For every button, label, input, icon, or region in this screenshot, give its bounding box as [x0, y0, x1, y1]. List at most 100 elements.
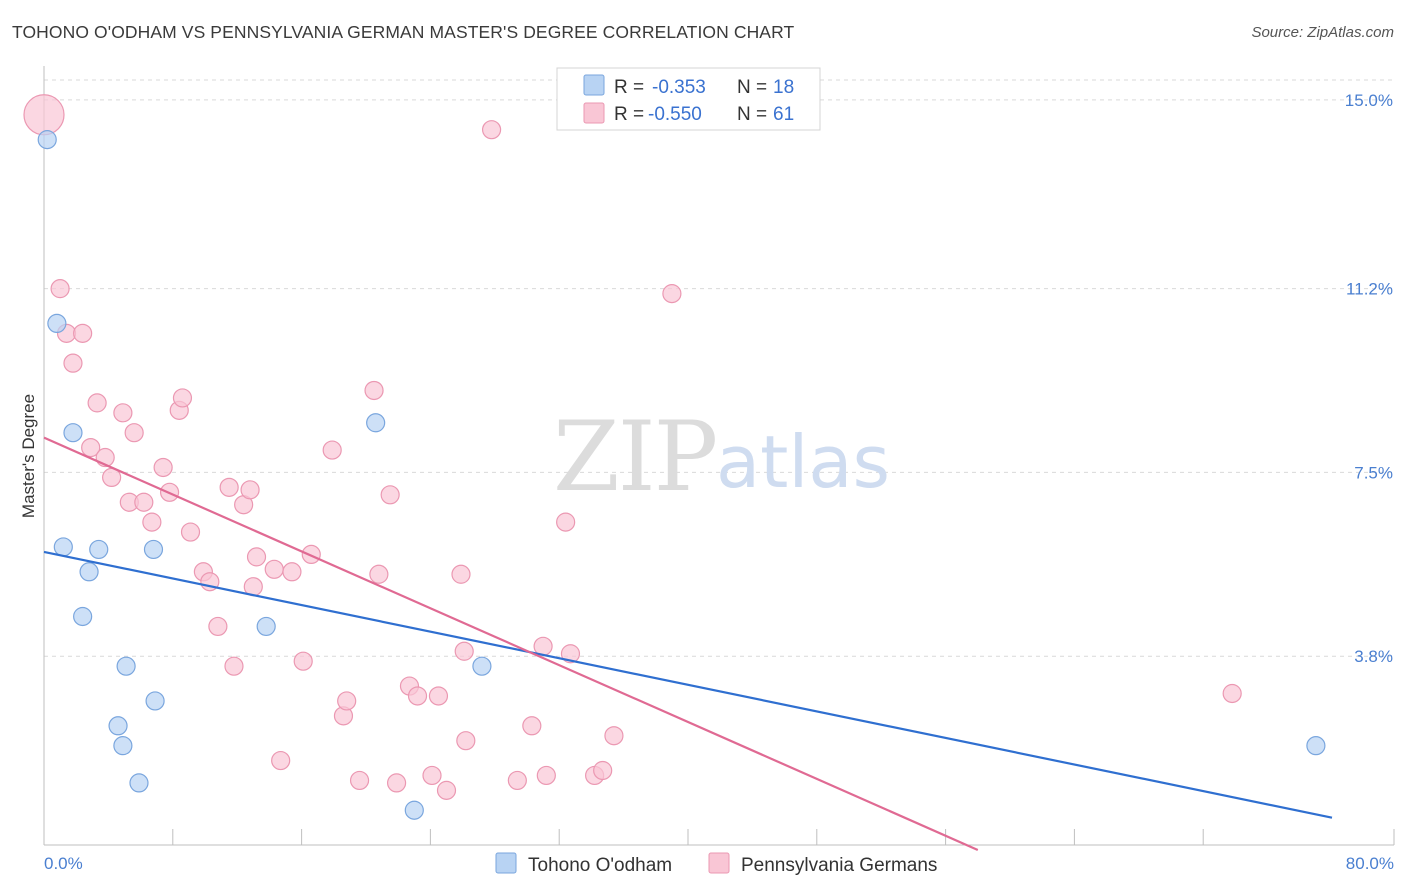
penn-point-18: [180, 522, 201, 542]
penn-point-4: [63, 353, 83, 373]
legend-swatch-pink: [583, 102, 605, 124]
bottom-legend-swatch-blue: [495, 852, 517, 874]
bottom-legend-label-pink: Pennsylvania Germans: [741, 855, 937, 876]
tohono-point-5: [79, 562, 99, 582]
y-tick-label: 3.8%: [1354, 647, 1393, 666]
penn-point-49: [556, 512, 576, 532]
tohono-point-4: [73, 606, 93, 627]
penn-point-44: [481, 120, 502, 140]
tohono-point-9: [113, 736, 133, 756]
penn-point-56: [386, 773, 407, 793]
tohono-point-3: [63, 423, 83, 443]
legend-n-label-pink: N =: [737, 104, 767, 125]
bottom-legend-label-blue: Tohono O'odham: [528, 855, 672, 876]
penn-point-50: [560, 644, 581, 664]
penn-point-19: [219, 477, 239, 497]
penn-point-25: [264, 559, 284, 579]
legend-swatch-blue: [583, 74, 605, 96]
tohono-point-7: [116, 656, 136, 676]
legend-n-value-blue: 18: [773, 77, 794, 98]
y-tick-label: 7.5%: [1354, 463, 1393, 482]
tohono-point-2: [53, 537, 73, 557]
penn-point-32: [293, 651, 313, 671]
penn-point-14: [134, 492, 154, 512]
penn-point-7: [124, 423, 144, 443]
legend-n-value-pink: 61: [773, 104, 794, 125]
penn-point-37: [369, 564, 389, 584]
bottom-legend-swatch-pink: [708, 852, 730, 874]
penn-point-40: [428, 686, 449, 706]
tohono-point-13: [256, 616, 276, 637]
penn-point-53: [604, 726, 624, 746]
penn-point-59: [662, 284, 682, 304]
penn-point-5: [87, 393, 107, 413]
penn-point-36: [380, 485, 400, 505]
tohono-point-8: [108, 716, 128, 736]
legend-r-label-pink: R =: [614, 104, 644, 125]
penn-point-24: [246, 547, 267, 567]
tohono-point-0: [37, 130, 57, 150]
legend-r-label-blue: R =: [614, 77, 644, 98]
tohono-point-12: [143, 539, 164, 560]
bottom-legend: Tohono O'odham Pennsylvania Germans: [495, 852, 937, 876]
penn-point-34: [337, 691, 357, 711]
y-axis-label: Master's Degree: [19, 394, 38, 518]
y-tick-labels: 3.8% 7.5% 11.2% 15.0%: [1345, 91, 1393, 666]
tohono-point-16: [404, 800, 424, 820]
tohono-point-1: [47, 313, 67, 334]
penn-point-15: [142, 512, 162, 532]
series-tohono-oodham: [37, 130, 1326, 820]
penn-point-3: [73, 323, 93, 343]
trend-lines: [43, 436, 1333, 851]
penn-point-31: [224, 656, 244, 676]
penn-point-0: [23, 94, 65, 136]
source-credit: Source: ZipAtlas.com: [1251, 24, 1394, 41]
penn-point-27: [301, 544, 321, 564]
y-tick-label: 11.2%: [1346, 280, 1393, 299]
penn-point-30: [208, 616, 228, 637]
penn-point-45: [507, 770, 527, 791]
tohono-point-10: [129, 773, 149, 793]
watermark-zip: ZIP: [553, 401, 716, 513]
penn-point-8: [81, 437, 101, 458]
legend-r-value-pink: -0.550: [648, 104, 702, 125]
watermark: ZIP atlas: [553, 401, 890, 513]
penn-point-21: [240, 480, 260, 500]
series-pennsylvania-germans: [23, 94, 1242, 800]
penn-point-58: [436, 780, 457, 800]
tohono-point-14: [366, 413, 386, 433]
penn-point-60: [1222, 683, 1242, 704]
trend-line-tohono: [43, 550, 1333, 819]
penn-point-57: [422, 765, 442, 786]
legend-n-label-blue: N =: [737, 77, 767, 98]
penn-point-11: [153, 457, 173, 478]
y-tick-label: 15.0%: [1345, 91, 1393, 110]
watermark-atlas: atlas: [716, 420, 890, 504]
penn-point-52: [593, 760, 613, 781]
penn-point-39: [407, 686, 428, 706]
tohono-point-17: [1306, 736, 1326, 756]
penn-point-17: [172, 388, 193, 408]
penn-point-6: [113, 403, 133, 423]
legend-box: R = -0.353 N = 18 R = -0.550 N = 61: [556, 67, 821, 131]
x-tick-label-min: 0.0%: [44, 854, 83, 873]
penn-point-35: [364, 380, 384, 401]
tohono-point-11: [145, 691, 165, 711]
chart-title: TOHONO O'ODHAM VS PENNSYLVANIA GERMAN MA…: [12, 22, 795, 42]
penn-point-41: [451, 564, 471, 584]
penn-point-54: [271, 750, 291, 771]
x-tick-label-max: 80.0%: [1346, 854, 1394, 873]
penn-point-46: [522, 716, 542, 736]
tohono-point-15: [472, 656, 492, 676]
penn-point-1: [50, 279, 70, 299]
penn-point-55: [349, 770, 370, 791]
legend-r-value-blue: -0.353: [652, 77, 706, 98]
penn-point-42: [454, 641, 474, 661]
penn-point-43: [456, 731, 476, 751]
penn-point-48: [536, 765, 556, 786]
penn-point-28: [322, 440, 342, 460]
penn-point-26: [282, 562, 302, 582]
trend-line-penn: [43, 436, 979, 851]
grid-lines: [44, 79, 1394, 657]
